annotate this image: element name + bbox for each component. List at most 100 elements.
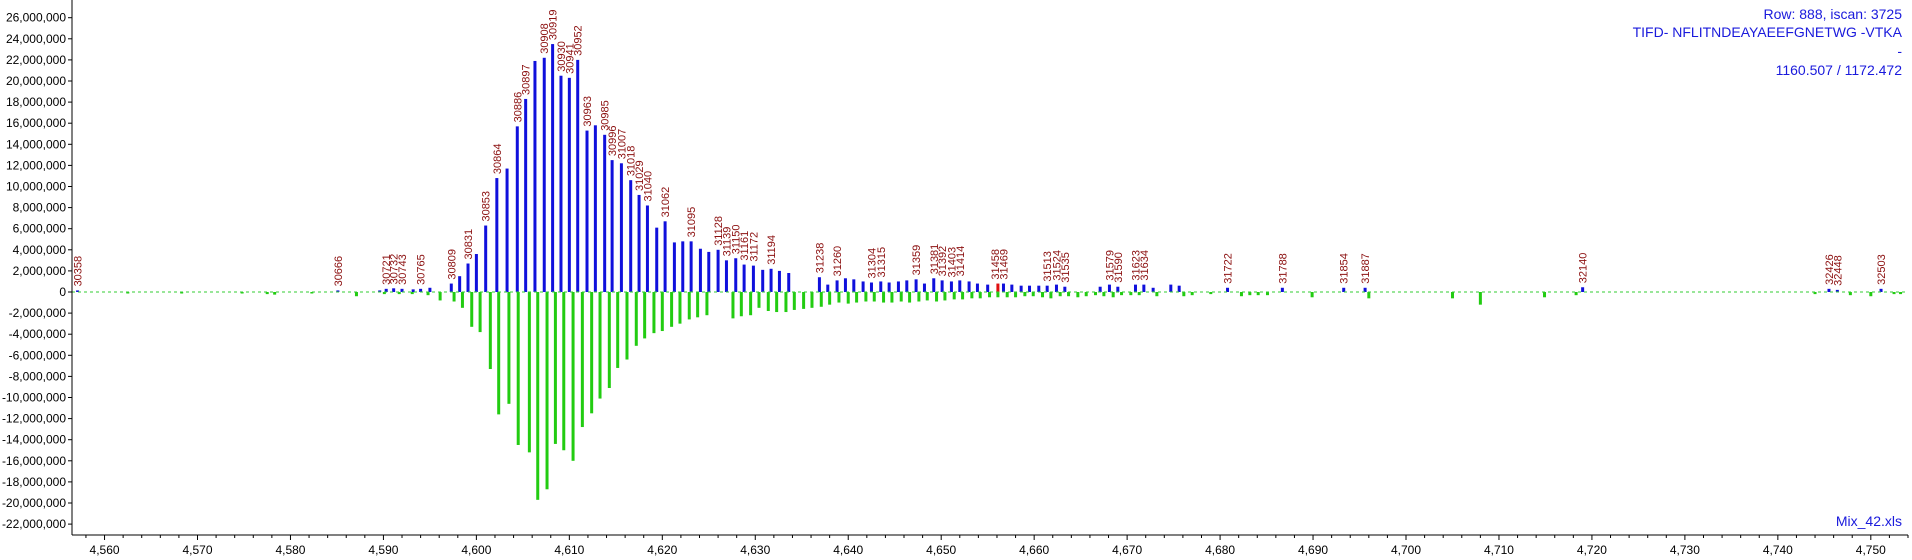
peak-label: 31623 [1130, 250, 1142, 281]
peak-label: 30732 [389, 254, 401, 285]
peak-bar [852, 279, 856, 292]
x-tick-label: 4,590 [368, 543, 398, 557]
y-tick-label: -20,000,000 [2, 496, 66, 510]
peak-bar [940, 280, 944, 292]
peak-bar [681, 241, 685, 292]
peak-label: 30897 [521, 64, 533, 95]
peak-bar [495, 178, 499, 292]
peak-bar [986, 284, 990, 292]
reference-peak-bar [1182, 292, 1186, 297]
reference-peak-bar [397, 292, 401, 295]
reference-peak-bar [670, 292, 674, 327]
reference-peak-bar [643, 292, 647, 339]
y-tick-label: -12,000,000 [2, 412, 66, 426]
peak-label: 31887 [1360, 253, 1372, 284]
peak-label: 32448 [1832, 255, 1844, 286]
peak-bar [1177, 285, 1181, 292]
peak-label: 31524 [1051, 250, 1063, 281]
peak-label: 31359 [911, 245, 923, 276]
y-tick-label: 22,000,000 [6, 53, 66, 67]
y-tick-label: 24,000,000 [6, 32, 66, 46]
peak-bar [787, 273, 791, 292]
peak-bar [567, 77, 571, 293]
x-tick-label: 4,640 [833, 543, 863, 557]
peak-label: 31414 [955, 246, 967, 277]
peak-label: 30809 [446, 249, 458, 280]
x-tick-label: 4,580 [275, 543, 305, 557]
peak-bar [672, 242, 676, 292]
reference-peak-bar [180, 292, 184, 294]
y-tick-label: 2,000,000 [13, 264, 67, 278]
reference-peak-bar [749, 292, 753, 316]
peak-bar [645, 205, 649, 292]
peak-label: 31403 [946, 247, 958, 278]
x-tick-label: 4,570 [182, 543, 212, 557]
info-dash: - [1897, 43, 1902, 59]
reference-peak-bar [899, 292, 903, 302]
peak-bar [751, 265, 755, 292]
reference-peak-bar [1005, 292, 1009, 298]
peak-label: 30886 [512, 92, 524, 123]
peak-bar [76, 290, 80, 292]
reference-peak-bar [810, 292, 814, 308]
reference-peak-bar [1899, 292, 1903, 295]
reference-peak-bar [1256, 292, 1260, 296]
peak-label: 31535 [1060, 252, 1072, 283]
y-tick-label: 18,000,000 [6, 95, 66, 109]
peak-bar [449, 283, 453, 292]
peak-bar [1133, 284, 1137, 292]
reference-peak-bar [1049, 292, 1053, 299]
peak-label: 31315 [876, 247, 888, 278]
reference-peak-bar [616, 292, 620, 368]
peak-bar [817, 277, 821, 292]
reference-peak-bar [864, 292, 868, 302]
peak-bar [861, 281, 865, 292]
reference-peak-bar [705, 292, 709, 316]
peak-label: 31150 [731, 224, 743, 254]
peak-bar [1879, 288, 1883, 292]
reference-peak-bar [1155, 292, 1159, 297]
reference-peak-bar [1129, 292, 1133, 296]
reference-peak-bar [855, 292, 859, 303]
reference-peak-bar [536, 292, 540, 500]
peak-bar [1226, 287, 1230, 292]
reference-peak-bar [1014, 292, 1018, 298]
peak-bar [515, 126, 519, 293]
reference-peak-bar [739, 292, 743, 317]
peak-bar [1835, 289, 1839, 292]
reference-peak-bar [354, 292, 358, 297]
reference-peak-bar [410, 292, 414, 295]
reference-peak-bar [1209, 292, 1213, 295]
reference-peak-bar [846, 292, 850, 304]
reference-peak-bar [996, 292, 1000, 298]
peptide-sequence: TIFD- NFLITNDEAYAEEFGNETWG -VTKA [1632, 24, 1902, 40]
reference-peak-bar [943, 292, 947, 301]
peak-bar [663, 221, 667, 292]
peak-bar [384, 288, 388, 292]
peak-bar [975, 283, 979, 292]
peak-label: 31139 [721, 227, 733, 257]
peak-bar [724, 260, 728, 292]
peak-bar [835, 280, 839, 292]
peak-bar [1142, 284, 1146, 292]
peak-label: 31590 [1113, 252, 1125, 283]
reference-peak-bar [1543, 292, 1547, 298]
x-tick-label: 4,680 [1205, 543, 1235, 557]
y-tick-label: -4,000,000 [9, 327, 67, 341]
reference-peak-bar [978, 292, 982, 299]
peak-bar [428, 287, 432, 292]
peak-bar [1280, 287, 1284, 292]
peak-bar [533, 60, 537, 292]
reference-peak-bar [1450, 292, 1454, 299]
x-tick-label: 4,660 [1019, 543, 1049, 557]
peak-label: 30765 [416, 254, 428, 285]
peak-bar [1045, 285, 1049, 292]
peak-label: 30930 [556, 41, 568, 72]
reference-peak-bar [488, 292, 492, 370]
peak-bar [576, 59, 580, 293]
x-tick-label: 4,630 [740, 543, 770, 557]
peak-bar [769, 268, 773, 292]
reference-peak-bar [1111, 292, 1115, 298]
peak-label: 32503 [1876, 254, 1888, 285]
